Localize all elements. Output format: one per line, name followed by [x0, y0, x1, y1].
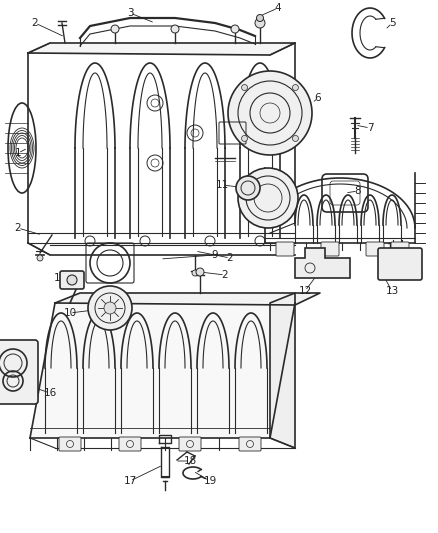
Circle shape — [231, 25, 239, 33]
Text: 2: 2 — [15, 223, 21, 233]
Text: 13: 13 — [385, 286, 399, 296]
Text: 14: 14 — [53, 273, 67, 283]
Circle shape — [88, 286, 132, 330]
Circle shape — [37, 255, 43, 261]
Circle shape — [241, 135, 247, 141]
Text: 1: 1 — [15, 148, 21, 158]
FancyBboxPatch shape — [321, 242, 339, 256]
Circle shape — [196, 268, 204, 276]
FancyBboxPatch shape — [179, 437, 201, 451]
Polygon shape — [30, 303, 295, 438]
Circle shape — [111, 25, 119, 33]
Circle shape — [67, 275, 77, 285]
Text: 6: 6 — [314, 93, 321, 103]
FancyBboxPatch shape — [0, 340, 38, 404]
Circle shape — [293, 135, 298, 141]
Circle shape — [255, 18, 265, 28]
Text: 9: 9 — [212, 250, 218, 260]
Polygon shape — [55, 293, 320, 305]
FancyBboxPatch shape — [366, 242, 384, 256]
Text: 2: 2 — [32, 18, 38, 28]
Text: 15: 15 — [5, 348, 19, 358]
Text: 17: 17 — [124, 476, 137, 486]
Polygon shape — [270, 293, 295, 448]
Text: 12: 12 — [298, 286, 311, 296]
Text: 10: 10 — [64, 308, 77, 318]
Text: 5: 5 — [389, 18, 396, 28]
Circle shape — [257, 14, 264, 21]
Circle shape — [104, 302, 116, 314]
Text: 11: 11 — [215, 180, 229, 190]
FancyBboxPatch shape — [119, 437, 141, 451]
Text: 18: 18 — [184, 456, 197, 466]
Circle shape — [238, 168, 298, 228]
Text: 19: 19 — [203, 476, 217, 486]
Circle shape — [171, 25, 179, 33]
Circle shape — [192, 270, 198, 276]
Circle shape — [293, 85, 298, 91]
FancyBboxPatch shape — [391, 242, 409, 256]
Text: 7: 7 — [367, 123, 373, 133]
Polygon shape — [28, 43, 295, 55]
Text: 2: 2 — [222, 270, 228, 280]
FancyBboxPatch shape — [378, 248, 422, 280]
FancyBboxPatch shape — [276, 242, 294, 256]
FancyBboxPatch shape — [59, 437, 81, 451]
Circle shape — [236, 176, 260, 200]
Text: 8: 8 — [355, 186, 361, 196]
Text: 4: 4 — [275, 3, 281, 13]
Polygon shape — [295, 248, 350, 278]
Circle shape — [241, 85, 247, 91]
Circle shape — [228, 71, 312, 155]
Text: 2: 2 — [227, 253, 233, 263]
FancyBboxPatch shape — [60, 271, 84, 289]
Text: 16: 16 — [43, 388, 57, 398]
Text: 3: 3 — [127, 8, 133, 18]
FancyBboxPatch shape — [239, 437, 261, 451]
